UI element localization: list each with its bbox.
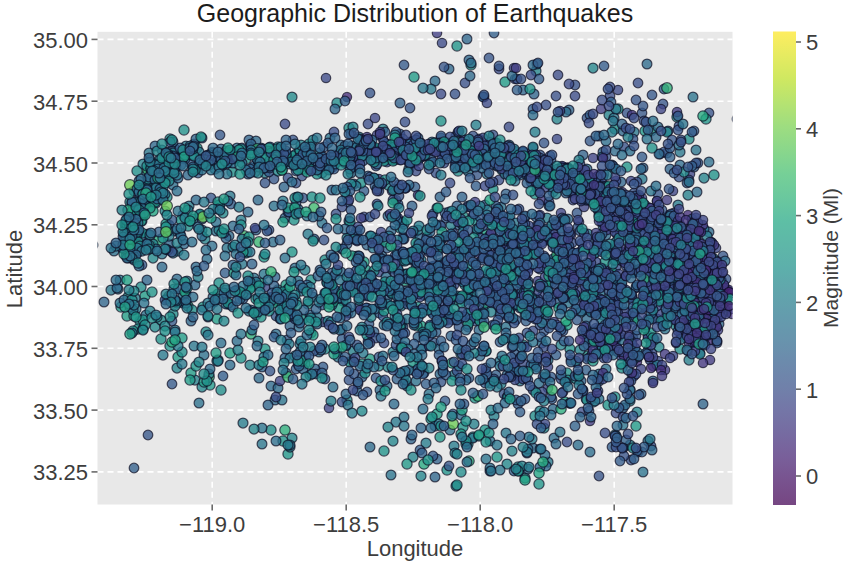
svg-text:35.00: 35.00 [33,28,88,53]
svg-text:Longitude: Longitude [367,536,464,561]
svg-text:0: 0 [806,464,818,489]
svg-text:33.50: 33.50 [33,399,88,424]
svg-text:3: 3 [806,204,818,229]
svg-text:5: 5 [806,30,818,55]
svg-text:34.25: 34.25 [33,213,88,238]
svg-text:34.00: 34.00 [33,275,88,300]
svg-text:−117.5: −117.5 [581,512,647,537]
svg-text:2: 2 [806,291,818,316]
svg-text:−119.0: −119.0 [179,512,245,537]
svg-text:33.75: 33.75 [33,337,88,362]
svg-text:−118.0: −118.0 [447,512,513,537]
svg-text:Geographic Distribution of Ear: Geographic Distribution of Earthquakes [197,0,633,27]
svg-text:Magnitude (Ml): Magnitude (Ml) [819,188,842,328]
svg-text:34.50: 34.50 [33,152,88,177]
svg-text:1: 1 [806,378,818,403]
svg-text:Latitude: Latitude [2,230,27,308]
svg-text:4: 4 [806,117,818,142]
svg-text:34.75: 34.75 [33,90,88,115]
svg-text:33.25: 33.25 [33,460,88,485]
svg-text:−118.5: −118.5 [313,512,379,537]
